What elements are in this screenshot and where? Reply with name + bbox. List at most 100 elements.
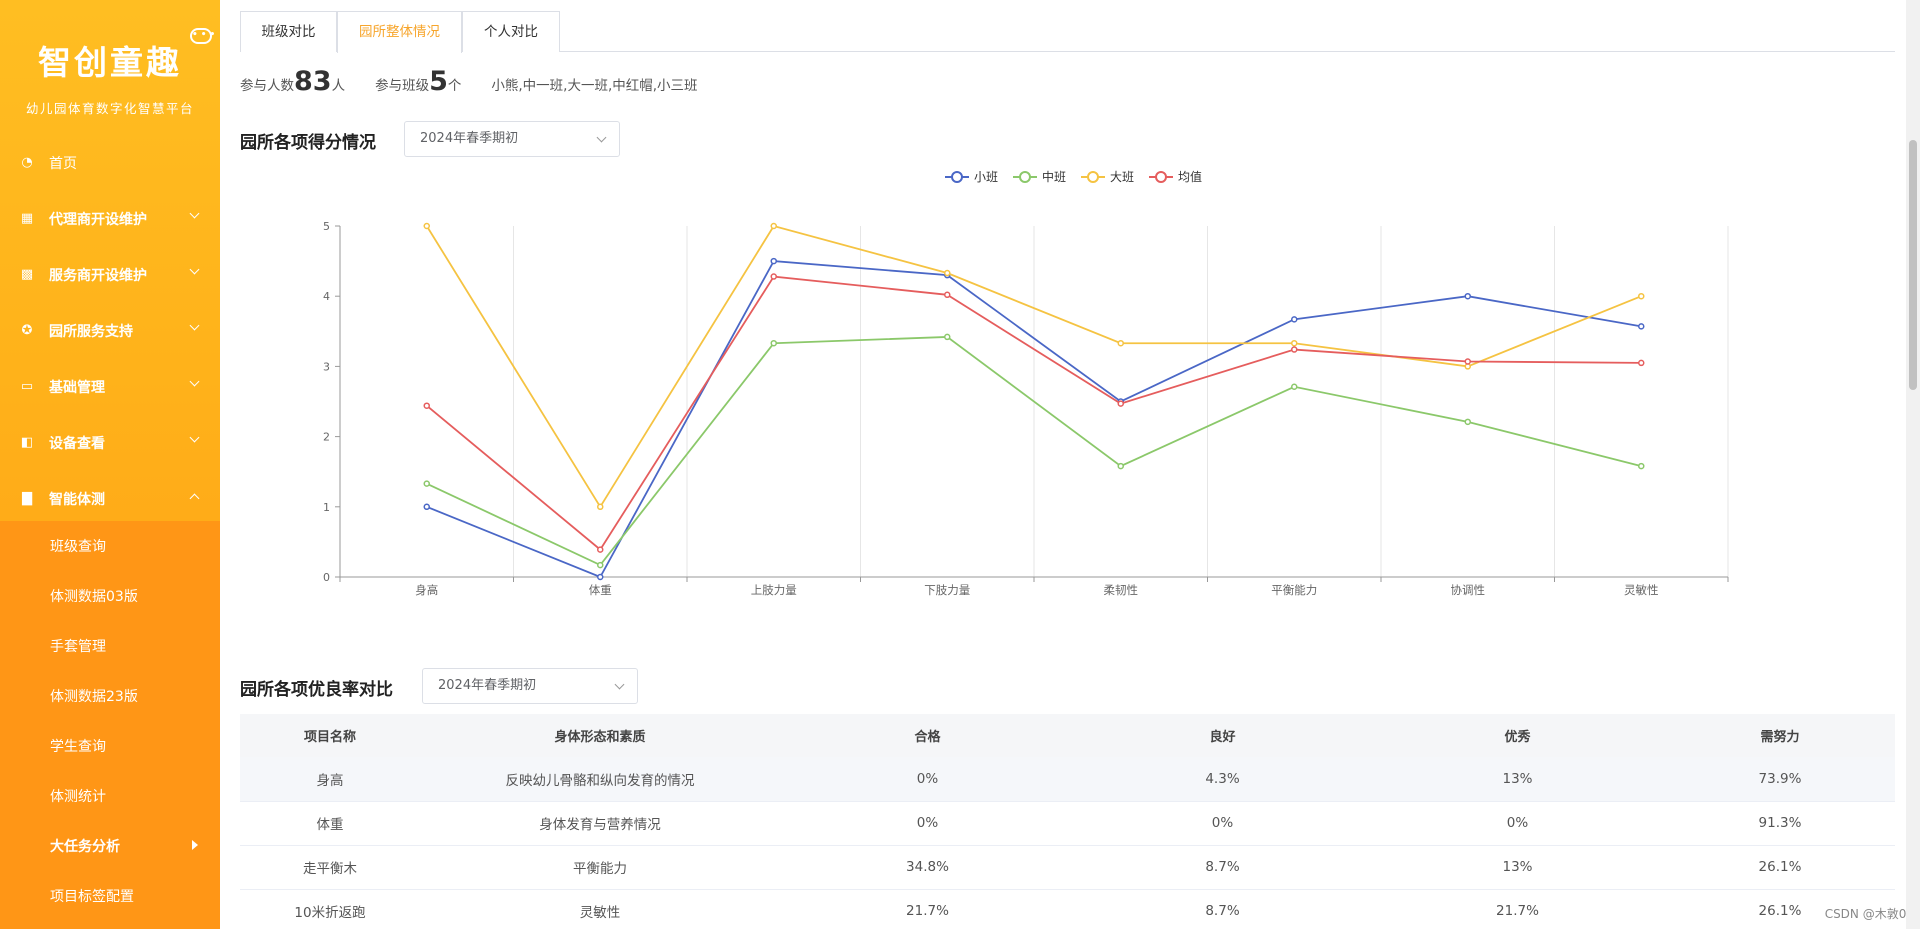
data-point	[597, 573, 604, 581]
chat-bubble-icon: •••	[190, 28, 215, 44]
sidebar-item-label: 基础管理	[49, 380, 105, 396]
data-point	[1638, 462, 1645, 470]
submenu-item-5[interactable]: 体测统计	[0, 771, 220, 821]
data-point	[597, 546, 604, 553]
legend-marker	[1087, 171, 1099, 183]
table-row[interactable]: 走平衡木 平衡能力 34.8% 8.7% 13% 26.1%	[240, 845, 1895, 890]
table-row[interactable]: 10米折返跑 灵敏性 21.7% 8.7% 21.7% 26.1%	[240, 889, 1895, 929]
logo: 智创童趣 ••• 幼儿园体育数字化智慧平台	[0, 0, 220, 135]
legend-marker	[1155, 171, 1167, 183]
quality-term-select[interactable]: 2024年春季期初	[422, 668, 638, 704]
submenu-item-label: 体测数据23版	[50, 689, 138, 705]
table-cell: 34.8%	[780, 845, 1075, 890]
table-cell: 灵敏性	[420, 889, 780, 929]
x-tick-label: 体重	[589, 583, 612, 597]
x-tick-label: 灵敏性	[1624, 583, 1659, 597]
x-tick-label: 上肢力量	[751, 583, 797, 597]
table-cell: 8.7%	[1075, 889, 1370, 929]
submenu-item-1[interactable]: 体测数据03版	[0, 571, 220, 621]
data-point	[1638, 359, 1645, 367]
y-tick-label: 0	[323, 571, 330, 584]
submenu-item-3[interactable]: 体测数据23版	[0, 671, 220, 721]
scrollbar-thumb[interactable]	[1909, 140, 1917, 390]
table-cell: 0%	[780, 757, 1075, 802]
column-header: 项目名称	[240, 714, 420, 757]
table-cell: 0%	[780, 801, 1075, 846]
sidebar-menu: ◔ 首页 ▦ 代理商开设维护 ▩ 服务商开设维护 ✪ 园所服务支持 ▭ 基础管理 ◧ 设备查看 ▇ 智能体…	[0, 135, 220, 527]
chevron-down-icon	[189, 264, 200, 275]
data-point	[1291, 346, 1298, 353]
score-section-title: 园所各项得分情况	[240, 133, 376, 153]
table-cell: 走平衡木	[240, 845, 420, 890]
table-cell: 10米折返跑	[240, 889, 420, 929]
tab-1[interactable]: 园所整体情况	[337, 11, 462, 53]
table-cell: 73.9%	[1665, 757, 1895, 802]
classes-count: 5	[429, 66, 448, 97]
table-cell: 反映幼儿骨骼和纵向发育的情况	[420, 757, 780, 802]
submenu-item-2[interactable]: 手套管理	[0, 621, 220, 671]
chevron-down-icon	[614, 679, 625, 690]
sidebar-item-4[interactable]: ▭ 基础管理	[0, 359, 220, 415]
data-point	[770, 257, 777, 265]
y-tick-label: 2	[323, 431, 330, 444]
legend-label: 均值	[1178, 169, 1202, 184]
data-point	[423, 402, 430, 409]
sidebar-item-1[interactable]: ▦ 代理商开设维护	[0, 191, 220, 247]
submenu-item-7[interactable]: 项目标签配置	[0, 871, 220, 921]
data-point	[1291, 383, 1298, 391]
table-cell: 体重	[240, 801, 420, 846]
sidebar-item-2[interactable]: ▩ 服务商开设维护	[0, 247, 220, 303]
data-point	[1464, 418, 1471, 426]
submenu-item-label: 大任务分析	[50, 839, 120, 855]
submenu-item-label: 项目标签配置	[50, 889, 134, 905]
quality-section-title: 园所各项优良率对比	[240, 680, 393, 700]
sidebar-item-0[interactable]: ◔ 首页	[0, 135, 220, 191]
chevron-up-icon	[189, 493, 200, 504]
sidebar-item-3[interactable]: ✪ 园所服务支持	[0, 303, 220, 359]
monitor-icon: ▭	[20, 379, 34, 394]
chevron-down-icon	[189, 432, 200, 443]
column-header: 需努力	[1665, 714, 1895, 757]
sidebar-item-5[interactable]: ◧ 设备查看	[0, 415, 220, 471]
data-point	[423, 503, 430, 511]
data-point	[770, 273, 777, 280]
submenu-item-4[interactable]: 学生查询	[0, 721, 220, 771]
table-cell: 平衡能力	[420, 845, 780, 890]
table-header-row: 项目名称 身体形态和素质 合格 良好 优秀 需努力	[240, 714, 1895, 757]
series-line-2	[425, 224, 1642, 509]
data-point	[423, 222, 430, 230]
score-term-select[interactable]: 2024年春季期初	[404, 121, 620, 157]
table-cell: 身高	[240, 757, 420, 802]
grid-icon: ▦	[20, 211, 34, 226]
sidebar-item-label: 服务商开设维护	[49, 268, 147, 284]
table-row[interactable]: 体重 身体发育与营养情况 0% 0% 0% 91.3%	[240, 801, 1895, 846]
data-point	[1638, 292, 1645, 300]
table-cell: 13%	[1370, 757, 1665, 802]
score-term-select-value: 2024年春季期初	[420, 131, 519, 146]
classes-unit: 个	[447, 78, 462, 94]
column-header: 身体形态和素质	[420, 714, 780, 757]
data-point	[597, 561, 604, 569]
device-icon: ◧	[20, 435, 34, 450]
bar-chart-icon: ▇	[22, 491, 32, 506]
tab-2[interactable]: 个人对比	[462, 11, 560, 52]
table-cell: 0%	[1370, 801, 1665, 846]
brand-name: 智创童趣	[38, 43, 182, 82]
y-tick-label: 1	[323, 501, 330, 514]
x-tick-label: 身高	[415, 583, 438, 597]
data-point	[944, 291, 951, 299]
watermark: CSDN @木敦01	[1824, 907, 1914, 921]
page-scrollbar[interactable]	[1906, 0, 1920, 929]
sidebar-item-6[interactable]: ▇ 智能体测	[0, 471, 220, 527]
submenu-item-label: 班级查询	[50, 539, 106, 555]
table-cell: 8.7%	[1075, 845, 1370, 890]
data-point	[944, 269, 951, 277]
submenu-item-6[interactable]: 大任务分析	[0, 821, 220, 871]
tab-0[interactable]: 班级对比	[240, 11, 337, 52]
caret-right-icon	[192, 840, 198, 850]
submenu-item-0[interactable]: 班级查询	[0, 521, 220, 571]
column-header: 合格	[780, 714, 1075, 757]
chevron-down-icon	[189, 208, 200, 219]
table-row[interactable]: 身高 反映幼儿骨骼和纵向发育的情况 0% 4.3% 13% 73.9%	[240, 757, 1895, 802]
submenu-item-label: 手套管理	[50, 639, 106, 655]
